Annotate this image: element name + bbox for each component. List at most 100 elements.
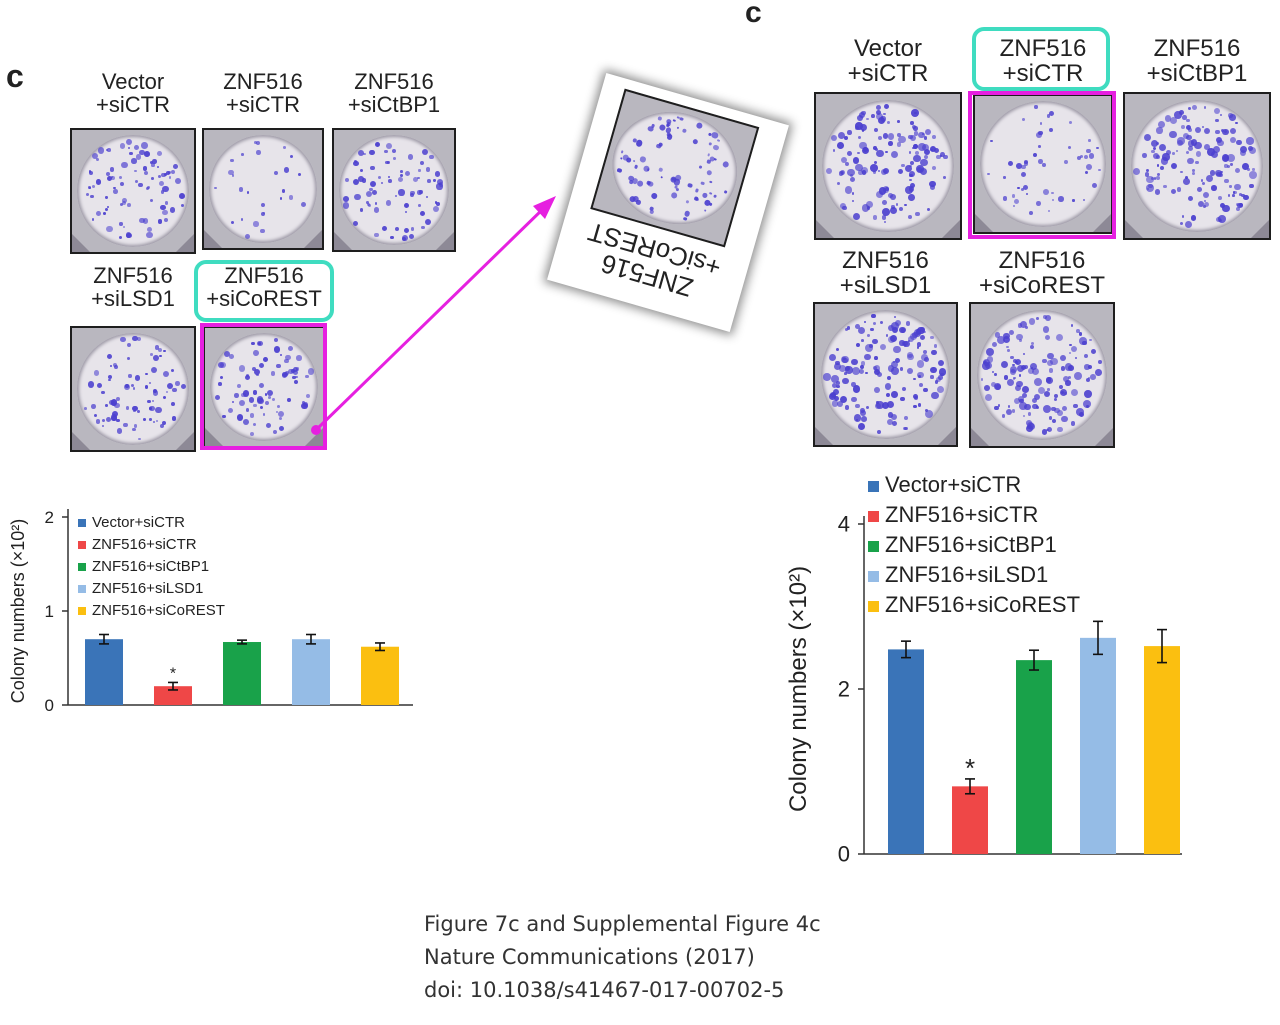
right-well-label-3: ZNF516 +siCtBP1 [1103,35,1280,88]
left-highlight-label-box [194,260,334,322]
legend-label-3: ZNF516+siCtBP1 [885,532,1057,557]
right-well-label-1: Vector +siCTR [794,36,982,88]
legend-label-4: ZNF516+siLSD1 [92,580,203,597]
bar-4 [1080,637,1116,854]
caption-line-2: Nature Communications (2017) [424,945,755,969]
left-well-label-1: Vector +siCTR [50,70,216,116]
left-petri-dish-5 [209,332,319,442]
y-tick-label: 0 [838,842,850,867]
left-well-label-5: ZNF516 +siCoREST [183,264,345,310]
legend-swatch-1 [78,519,86,527]
legend-label-1: Vector+siCTR [885,472,1021,497]
right-well-label-line2: +siCTR [1002,60,1084,88]
legend-label-4: ZNF516+siLSD1 [885,562,1048,587]
left-highlight-well-box [200,323,327,450]
significance-star: * [170,665,176,682]
right-well-label-4: ZNF516 +siLSD1 [793,247,978,300]
legend-swatch-5 [868,601,879,612]
left-well-label-line1: ZNF516 [223,69,303,94]
left-well-label-4: ZNF516 +siLSD1 [50,264,216,310]
right-colony-well-4 [813,302,958,447]
right-well-label-line2: +siCtBP1 [1146,60,1248,88]
left-well-label-line1: Vector [101,69,165,94]
caption-line-3: doi: 10.1038/s41467-017-00702-5 [424,978,785,1002]
right-well-label-line1: ZNF516 [999,35,1087,62]
left-well-label-line2: +siCtBP1 [347,92,441,118]
y-tick-label: 4 [838,512,850,537]
right-colony-well-3 [1123,92,1271,240]
right-well-label-line1: ZNF516 [842,247,929,274]
left-colony-well-2 [202,128,324,250]
left-bar-chart: 0 1 2 Colony numbers (×10²) * Vector+siCTR ZNF… [8,508,413,715]
legend-swatch-2 [78,541,86,549]
legend-swatch-3 [78,563,86,571]
y-axis-label: Colony numbers (×10²) [8,519,28,704]
bar-1 [85,639,123,705]
legend-label-3: ZNF516+siCtBP1 [92,558,209,575]
left-colony-well-5 [203,326,325,448]
right-well-label-line2: +siCoREST [978,272,1106,300]
left-petri-dish-2 [208,134,318,244]
right-well-label-line1: ZNF516 [998,247,1086,274]
legend-label-2: ZNF516+siCTR [92,536,197,553]
right-highlight-well-box [968,91,1116,239]
y-tick-label: 2 [838,677,850,702]
bar-3 [223,642,261,705]
figure-caption: Figure 7c and Supplemental Figure 4c Nat… [424,908,821,1007]
right-bar-chart: 0 2 4 Colony numbers (×10²) * Vector+siCTR ZNF… [785,472,1182,867]
left-well-label-line2: +siCoREST [206,286,322,312]
legend-label-2: ZNF516+siCTR [885,502,1038,527]
bar-4 [292,639,330,705]
bar-5 [361,646,399,705]
left-colony-well-4 [70,326,196,452]
right-petri-dish-3 [1130,99,1264,233]
right-colony-well-1 [814,92,962,240]
right-panel-letter: c [745,0,762,29]
right-well-label-line1: ZNF516 [1153,35,1241,62]
caption-line-1: Figure 7c and Supplemental Figure 4c [424,912,821,936]
left-panel-letter: c [6,58,24,94]
right-petri-dish-2 [980,101,1106,227]
left-well-label-3: ZNF516 +siCtBP1 [312,70,476,116]
left-colony-well-3 [332,128,456,252]
y-axis-label: Colony numbers (×10²) [785,566,812,812]
legend-label-1: Vector+siCTR [92,514,185,531]
left-well-label-2: ZNF516 +siCTR [182,70,344,116]
left-well-label-line2: +siLSD1 [91,286,175,312]
y-tick-label: 2 [45,508,54,527]
right-colony-well-5 [969,302,1115,448]
legend-label-5: ZNF516+siCoREST [92,602,225,619]
right-petri-dish-1 [821,99,955,233]
right-highlight-label-box [972,27,1110,91]
significance-star: * [965,753,975,783]
right-petri-dish-5 [976,309,1108,441]
right-well-label-5: ZNF516 +siCoREST [949,247,1135,300]
bar-2 [154,686,192,705]
right-petri-dish-4 [820,309,951,440]
legend-swatch-4 [868,571,879,582]
legend-swatch-4 [78,585,86,593]
right-colony-well-2 [973,94,1113,234]
legend-swatch-5 [78,607,86,615]
bar-1 [888,649,924,854]
y-tick-label: 0 [45,696,54,715]
left-well-label-line1: ZNF516 [354,69,434,94]
bar-5 [1144,646,1180,854]
legend-swatch-2 [868,511,879,522]
left-petri-dish-1 [76,134,190,248]
left-petri-dish-3 [338,134,450,246]
right-well-label-2: ZNF516 +siCTR [953,35,1133,88]
left-colony-well-1 [70,128,196,254]
left-well-label-line2: +siCTR [226,92,300,118]
y-tick-label: 1 [45,602,54,621]
right-well-label-line2: +siLSD1 [839,272,932,300]
bar-2 [952,786,988,854]
left-well-label-line2: +siCTR [96,92,170,118]
legend-label-5: ZNF516+siCoREST [885,592,1080,617]
left-well-label-line1: ZNF516 [93,263,173,288]
bar-3 [1016,660,1052,854]
legend-swatch-1 [868,481,879,492]
right-well-label-line2: +siCTR [847,60,929,88]
left-petri-dish-4 [76,332,190,446]
